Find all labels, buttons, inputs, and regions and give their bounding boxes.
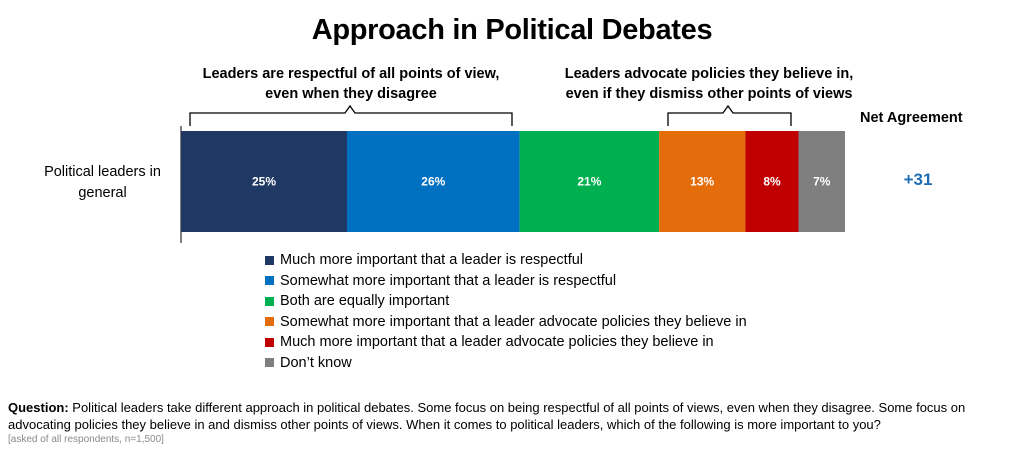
legend: Much more important that a leader is res…: [265, 250, 747, 373]
question-label: Question:: [8, 400, 69, 415]
advocate-bracket: [667, 104, 792, 126]
brackets: [189, 104, 792, 126]
legend-swatch: [265, 337, 274, 347]
legend-swatch: [265, 255, 274, 265]
bar-segment-3: [519, 131, 659, 232]
sample-note: [asked of all respondents, n=1,500]: [8, 434, 164, 445]
advocate-bracket-label: Leaders advocate policies they believe i…: [564, 66, 854, 102]
legend-item-2: Somewhat more important that a leader is…: [265, 271, 747, 292]
legend-swatch: [265, 317, 274, 327]
bar-segment-1: [181, 131, 347, 232]
legend-swatch: [265, 296, 274, 306]
bar-data-label-1: 25%: [252, 175, 276, 189]
legend-item-1: Much more important that a leader is res…: [265, 250, 747, 271]
bar-segment-4: [659, 131, 746, 232]
question-footer: Question: Political leaders take differe…: [8, 399, 1016, 446]
bar-data-label-6: 7%: [813, 175, 831, 189]
net-agreement-value: +31: [903, 170, 933, 189]
legend-label: Somewhat more important that a leader is…: [280, 272, 617, 289]
question-text: Political leaders take different approac…: [8, 400, 966, 432]
legend-item-5: Much more important that a leader advoca…: [265, 332, 747, 353]
bar-segment-2: [347, 131, 520, 232]
respectful-bracket: [189, 104, 513, 126]
legend-swatch: [265, 276, 274, 286]
legend-label: Don’t know: [280, 354, 352, 371]
legend-item-4: Somewhat more important that a leader ad…: [265, 312, 747, 333]
bar-data-label-3: 21%: [577, 175, 601, 189]
bar-segment-5: [745, 131, 799, 232]
legend-swatch: [265, 358, 274, 368]
legend-label: Much more important that a leader is res…: [280, 252, 584, 269]
stacked-bar-chart: 25% 26% 21% 13% 8% 7%: [180, 104, 845, 243]
legend-item-3: Both are equally important: [265, 291, 747, 312]
bar-data-label-4: 13%: [690, 175, 714, 189]
legend-item-6: Don’t know: [265, 353, 747, 374]
net-agreement-header: Net Agreement: [860, 110, 963, 126]
respectful-bracket-label: Leaders are respectful of all points of …: [202, 66, 500, 102]
category-label: Political leaders in general: [44, 164, 161, 201]
bar-segment-6: [798, 131, 845, 232]
bar-data-label-5: 8%: [763, 175, 781, 189]
legend-label: Both are equally important: [280, 293, 450, 310]
legend-label: Much more important that a leader advoca…: [280, 334, 714, 351]
bar-data-label-2: 26%: [421, 175, 445, 189]
chart-title: Approach in Political Debates: [311, 14, 713, 46]
legend-label: Somewhat more important that a leader ad…: [280, 313, 747, 330]
bar-segments: 25% 26% 21% 13% 8% 7%: [181, 131, 845, 232]
